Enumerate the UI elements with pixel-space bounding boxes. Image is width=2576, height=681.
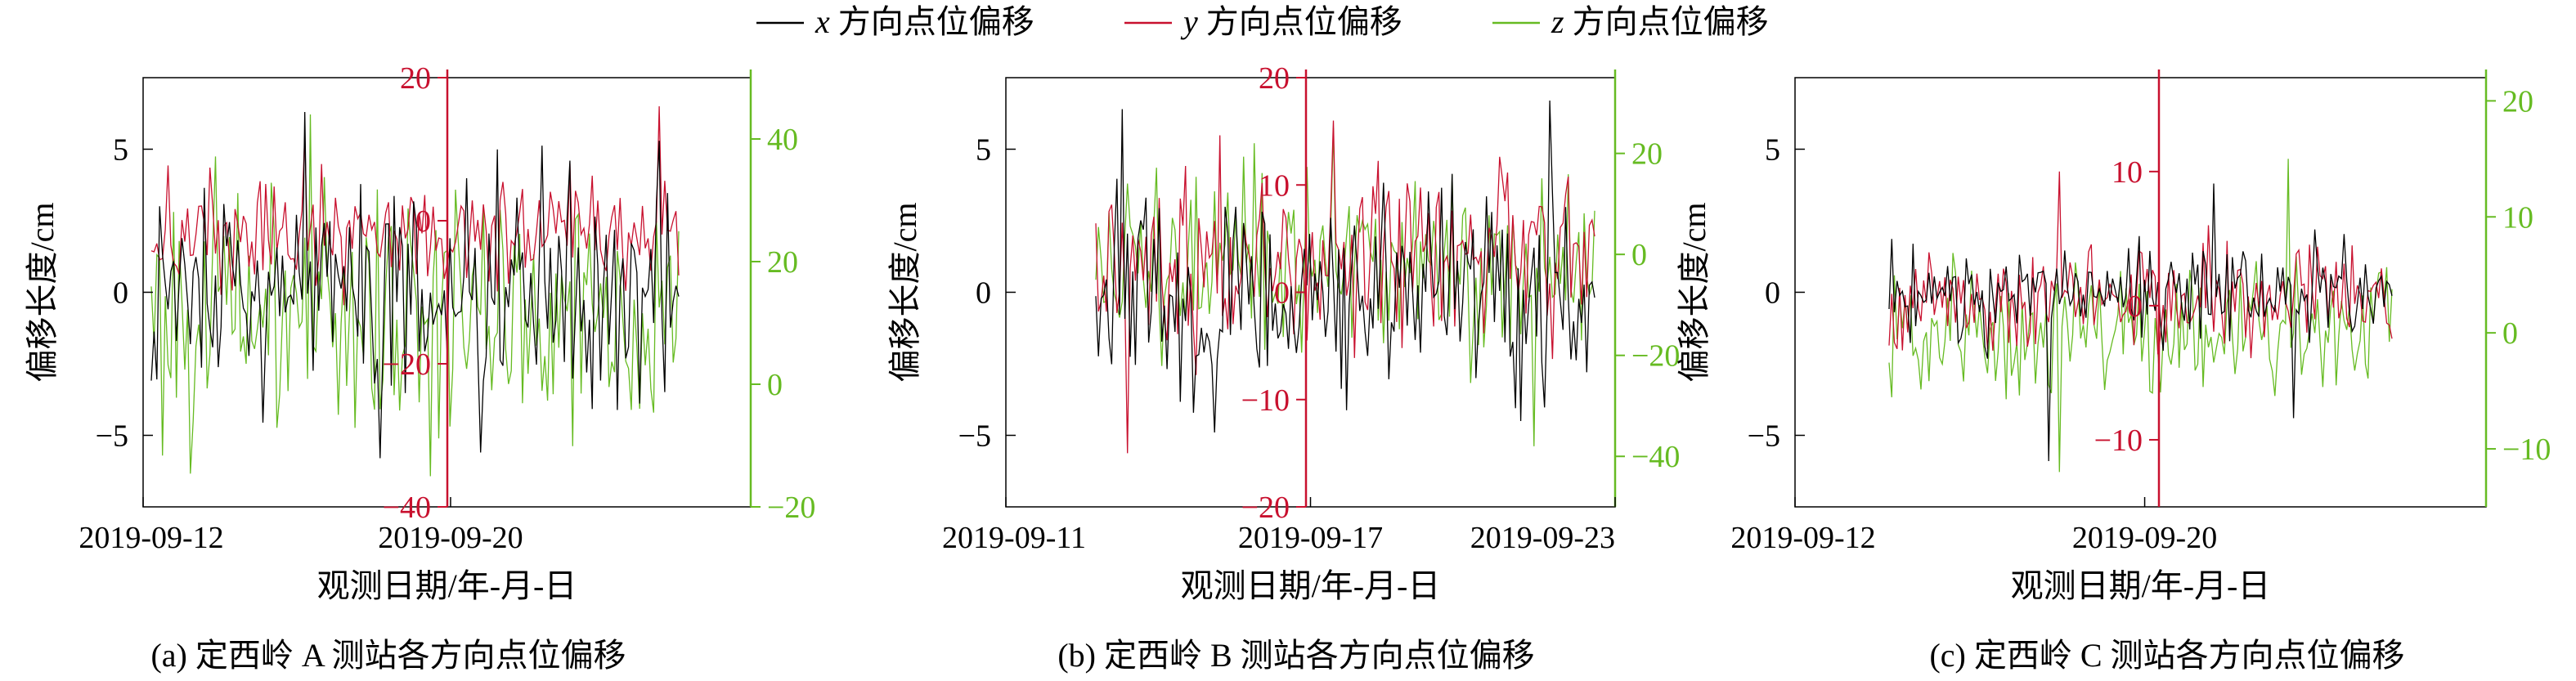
y2-tick-label: 20 [1259,61,1290,96]
x-tick-label: 2019-09-17 [1238,521,1383,555]
y-axis-title: 偏移长度/cm [24,203,61,383]
y3-tick-label: 0 [2502,316,2518,351]
y-axis-title: 偏移长度/cm [1676,203,1712,383]
panel-b: −5 0 5 −20 −10 0 10 20 −40 −20 0 20 2019-09-11 2019-0… [886,61,1680,604]
y-tick-label: 0 [113,276,128,311]
y3-tick-label: −10 [2502,432,2551,467]
y2-tick-label: 0 [1274,276,1290,311]
panel-a: −5 0 5 −40 −20 0 20 −20 0 20 40 2019-09-12 2019-09-2… [24,61,815,604]
legend: x 方向点位偏移 y 方向点位偏移 z 方向点位偏移 [756,3,1769,40]
y2-tick-label: −10 [2094,423,2143,458]
x-tick-label: 2019-09-20 [2072,521,2217,555]
legend-label-z: z 方向点位偏移 [1551,3,1769,40]
series-line-x [1095,100,1595,433]
y2-tick-label: 10 [2112,155,2143,190]
y3-tick-label: 0 [767,368,783,402]
y3-tick-label: −40 [1631,440,1680,474]
y2-tick-label: −40 [383,491,431,525]
x-tick-label: 2019-09-11 [942,521,1086,555]
series-line-y [1888,171,2393,359]
y2-tick-label: 0 [2127,289,2143,324]
y2-tick-label: −10 [1241,383,1290,418]
x-tick-label: 2019-09-12 [79,521,223,555]
series-line-y [150,105,680,306]
y2-tick-label: 20 [400,61,431,96]
y2-tick-label: 0 [415,204,431,239]
y-tick-label: −5 [958,419,991,454]
caption-b: (b) 定西岭 B 测站各方向点位偏移 [1057,637,1534,674]
caption-a: (a) 定西岭 A 测站各方向点位偏移 [150,637,626,674]
y-tick-label: 5 [976,133,991,168]
y3-tick-label: −20 [1631,339,1680,374]
x-axis-title: 观测日期/年-月-日 [1181,567,1441,604]
y3-tick-label: 0 [1631,238,1647,272]
y3-tick-label: 20 [767,245,798,280]
legend-label-x: x 方向点位偏移 [815,3,1034,40]
y-tick-label: 5 [1765,133,1780,168]
y-tick-label: −5 [1748,419,1780,454]
y-tick-label: 5 [113,133,128,168]
y3-tick-label: −20 [767,491,815,525]
panel-c: −5 0 5 −10 0 10 −10 0 10 20 2019-09-12 2019-09-20 观测… [1676,69,2551,604]
y2-tick-label: −20 [1241,491,1290,525]
x-axis-title: 观测日期/年-月-日 [317,567,577,604]
x-axis-title: 观测日期/年-月-日 [2011,567,2271,604]
y3-tick-label: 10 [2502,200,2533,235]
legend-label-y: y 方向点位偏移 [1180,3,1402,40]
x-tick-label: 2019-09-20 [378,521,523,555]
series-line-x [150,111,680,459]
series-line-y [1095,120,1595,454]
series-line-x [1888,183,2393,462]
caption-c: (c) 定西岭 C 测站各方向点位偏移 [1929,637,2404,674]
y2-tick-label: 10 [1259,168,1290,203]
series-line-z [150,114,680,477]
y-tick-label: 0 [1765,276,1780,311]
x-tick-label: 2019-09-23 [1470,521,1615,555]
y2-tick-label: −20 [383,347,431,382]
y3-tick-label: 20 [2502,84,2533,119]
y-tick-label: −5 [96,419,128,454]
y-axis-title: 偏移长度/cm [886,203,923,383]
y3-tick-label: 40 [767,123,798,157]
y-tick-label: 0 [976,276,991,311]
y3-tick-label: 20 [1631,137,1663,172]
x-tick-label: 2019-09-12 [1730,521,1875,555]
